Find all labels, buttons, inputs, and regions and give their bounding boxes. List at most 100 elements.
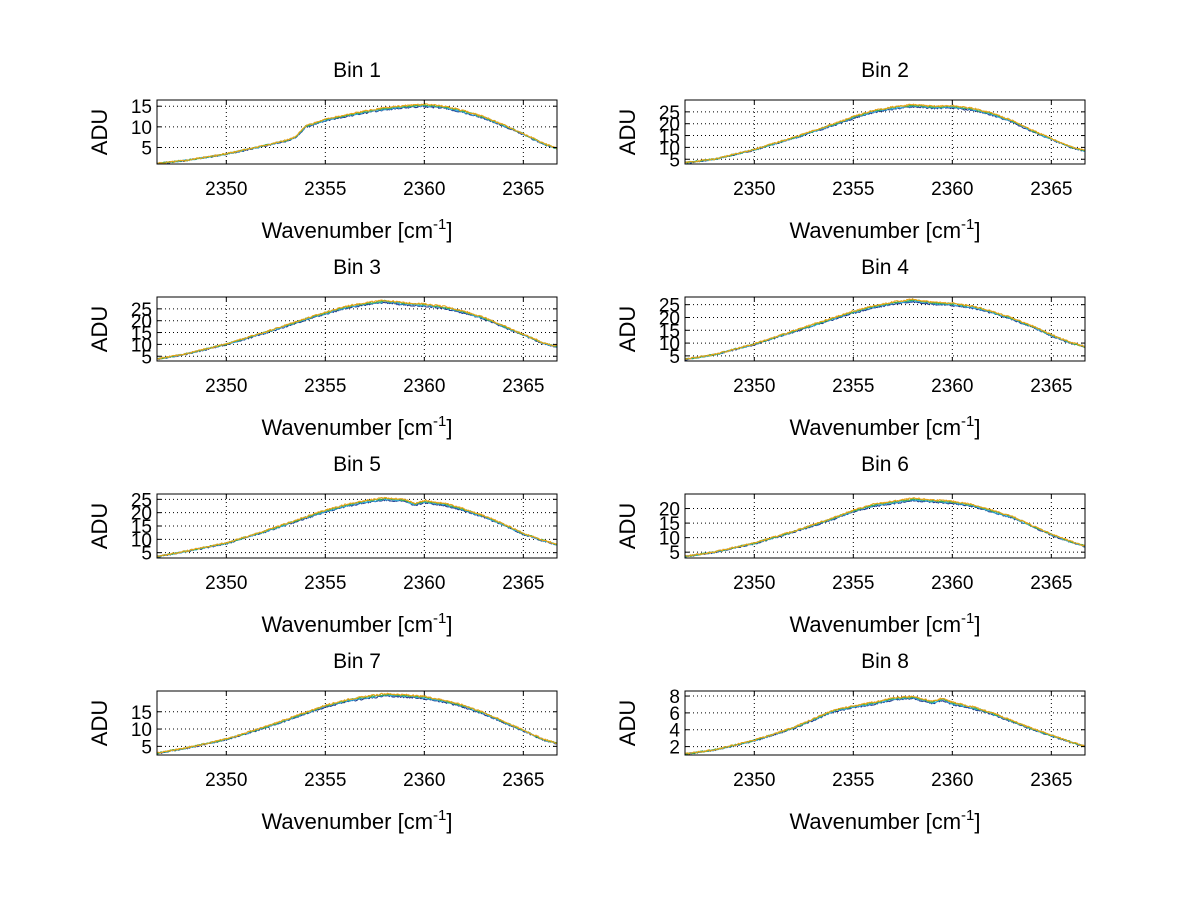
series-line-trace-4 — [684, 695, 1086, 755]
x-tick-label: 2350 — [733, 376, 775, 397]
y-tick-label: 6 — [669, 704, 680, 725]
panel-title: Bin 3 — [333, 256, 381, 279]
x-tick-label: 2360 — [403, 770, 445, 791]
panel-title: Bin 1 — [333, 59, 381, 82]
y-tick-label: 10 — [131, 530, 152, 551]
x-tick-label: 2355 — [304, 179, 346, 200]
series-line-trace-4 — [156, 299, 558, 360]
series-line-trace-3 — [684, 104, 1086, 164]
x-axis-label-superscript: -1 — [433, 413, 446, 430]
x-axis-label: Wavenumber [cm-1] — [261, 413, 452, 440]
x-tick-label: 2360 — [403, 376, 445, 397]
x-axis-label-main: Wavenumber [cm — [789, 218, 961, 243]
series-line-trace-4 — [684, 497, 1086, 557]
x-axis-label-superscript: -1 — [961, 216, 974, 233]
y-tick-label: 10 — [659, 334, 680, 355]
x-tick-label: 2360 — [931, 573, 973, 594]
x-axis-label-main: Wavenumber [cm — [789, 415, 961, 440]
panel-title: Bin 5 — [333, 453, 381, 476]
x-axis-label: Wavenumber [cm-1] — [789, 216, 980, 243]
y-axis-label: ADU — [615, 700, 640, 746]
axes-box — [684, 690, 1086, 756]
y-tick-label: 10 — [131, 118, 152, 139]
panel-title: Bin 2 — [861, 59, 909, 82]
x-axis-label-main: Wavenumber [cm — [789, 612, 961, 637]
y-tick-label: 10 — [659, 138, 680, 159]
series-line-trace-4 — [156, 692, 558, 754]
x-axis-label: Wavenumber [cm-1] — [261, 216, 452, 243]
y-tick-label: 20 — [659, 308, 680, 329]
x-axis-label-main: Wavenumber [cm — [261, 809, 433, 834]
y-axis-label: ADU — [615, 109, 640, 155]
x-tick-label: 2365 — [502, 573, 544, 594]
y-tick-label: 15 — [659, 514, 680, 535]
x-axis-label-superscript: -1 — [961, 807, 974, 824]
axes-box — [684, 99, 1086, 165]
x-axis-label-superscript: -1 — [961, 610, 974, 627]
x-axis-label-tail: ] — [446, 218, 452, 243]
x-axis-label: Wavenumber [cm-1] — [789, 610, 980, 637]
y-tick-label: 5 — [669, 347, 680, 368]
x-tick-label: 2350 — [733, 573, 775, 594]
x-axis-label-main: Wavenumber [cm — [261, 218, 433, 243]
x-axis-label: Wavenumber [cm-1] — [789, 807, 980, 834]
x-tick-label: 2365 — [1030, 179, 1072, 200]
series-line-trace-4 — [685, 103, 1086, 164]
x-axis-label-main: Wavenumber [cm — [789, 809, 961, 834]
x-axis-label-tail: ] — [446, 415, 452, 440]
panel-title: Bin 6 — [861, 453, 909, 476]
x-tick-label: 2350 — [733, 179, 775, 200]
y-tick-label: 8 — [669, 687, 680, 708]
x-axis-label-superscript: -1 — [961, 413, 974, 430]
x-tick-label: 2355 — [304, 376, 346, 397]
x-tick-label: 2350 — [205, 770, 247, 791]
y-axis-label: ADU — [615, 306, 640, 352]
x-tick-label: 2365 — [1030, 770, 1072, 791]
x-tick-label: 2355 — [832, 376, 874, 397]
y-axis-label: ADU — [87, 503, 112, 549]
axes-box — [156, 99, 558, 165]
x-axis-label-superscript: -1 — [433, 216, 446, 233]
y-tick-label: 5 — [669, 150, 680, 171]
y-tick-label: 25 — [659, 103, 680, 124]
y-tick-label: 10 — [659, 529, 680, 550]
series-line-trace-4 — [156, 496, 558, 558]
x-axis-label-tail: ] — [974, 612, 980, 637]
x-axis-label-superscript: -1 — [433, 807, 446, 824]
x-tick-label: 2350 — [205, 573, 247, 594]
x-tick-label: 2355 — [832, 573, 874, 594]
y-tick-label: 4 — [669, 721, 680, 742]
panel-title: Bin 4 — [861, 256, 909, 279]
x-axis-label-tail: ] — [446, 809, 452, 834]
series-line-trace-4 — [684, 298, 1086, 361]
y-tick-label: 15 — [131, 517, 152, 538]
axes-box — [684, 296, 1086, 362]
series-line-trace-4 — [156, 103, 558, 165]
x-tick-label: 2365 — [1030, 376, 1072, 397]
x-tick-label: 2355 — [304, 770, 346, 791]
x-axis-label: Wavenumber [cm-1] — [261, 610, 452, 637]
y-tick-label: 5 — [141, 544, 152, 565]
x-axis-label: Wavenumber [cm-1] — [261, 807, 452, 834]
axes-box — [156, 296, 558, 362]
x-tick-label: 2360 — [931, 179, 973, 200]
y-tick-label: 2 — [669, 738, 680, 759]
y-tick-label: 20 — [131, 312, 152, 333]
y-tick-label: 25 — [131, 300, 152, 321]
x-tick-label: 2365 — [502, 376, 544, 397]
x-tick-label: 2360 — [931, 376, 973, 397]
x-axis-label-tail: ] — [446, 612, 452, 637]
x-tick-label: 2355 — [832, 179, 874, 200]
x-tick-label: 2360 — [403, 573, 445, 594]
x-tick-label: 2350 — [205, 376, 247, 397]
y-tick-label: 5 — [669, 543, 680, 564]
